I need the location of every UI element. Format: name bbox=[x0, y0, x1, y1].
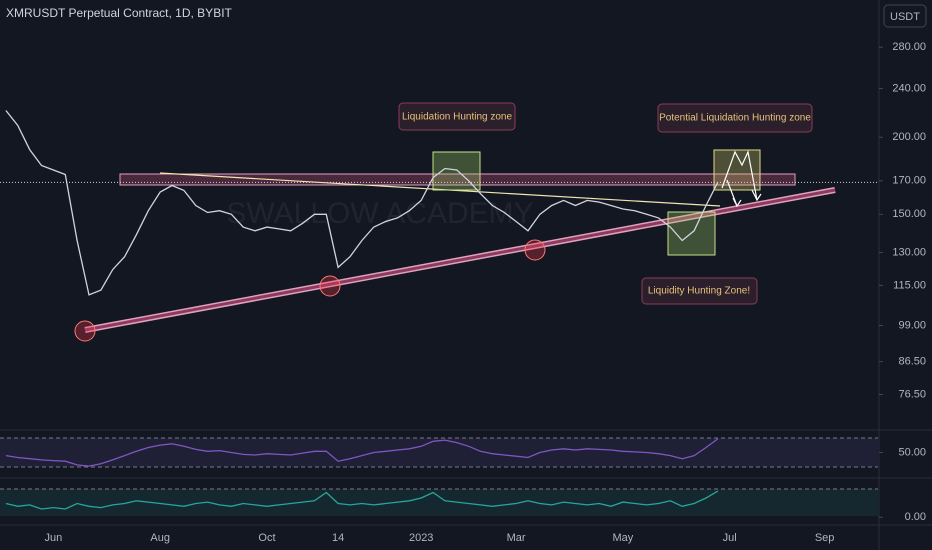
projection-arrows bbox=[726, 179, 762, 208]
y-tick-label: 50.00 bbox=[898, 446, 926, 458]
y-tick-label: 200.00 bbox=[892, 131, 926, 143]
watermark: SWALLOW ACADEMY bbox=[226, 197, 533, 230]
callout-text: Liquidity Hunting Zone! bbox=[648, 286, 750, 297]
y-tick-label: 115.00 bbox=[893, 279, 926, 291]
y-tick-label: 280.00 bbox=[892, 41, 926, 53]
y-tick-label: 170.00 bbox=[892, 175, 926, 187]
y-tick-label: 86.50 bbox=[898, 356, 926, 368]
currency-button[interactable] bbox=[883, 4, 927, 28]
series-line bbox=[5, 110, 719, 296]
series-line bbox=[5, 490, 719, 510]
touch-circle bbox=[524, 239, 546, 261]
callout bbox=[641, 277, 758, 305]
callout bbox=[398, 102, 516, 131]
zone-box bbox=[432, 151, 481, 191]
x-tick-label: Jun bbox=[45, 532, 63, 544]
chart-title: XMRUSDT Perpetual Contract, 1D, BYBIT bbox=[6, 6, 233, 20]
x-tick-label: Mar bbox=[507, 532, 526, 544]
y-tick-label: 240.00 bbox=[892, 82, 926, 94]
trendline-core bbox=[84, 188, 836, 332]
x-tick-label: May bbox=[613, 532, 634, 544]
currency-label[interactable]: USDT bbox=[890, 11, 920, 23]
y-tick-label: 76.50 bbox=[898, 388, 926, 400]
callout bbox=[657, 103, 813, 133]
projection-path bbox=[721, 150, 758, 201]
touch-circle bbox=[74, 320, 96, 342]
y-tick-label: 99.00 bbox=[898, 319, 926, 331]
series-line bbox=[5, 438, 719, 467]
y-tick-label: 0.00 bbox=[905, 511, 926, 523]
x-tick-label: Jul bbox=[723, 532, 737, 544]
x-tick-label: Aug bbox=[150, 532, 170, 544]
x-tick-label: Oct bbox=[258, 532, 275, 544]
callout-text: Liquidation Hunting zone bbox=[402, 112, 513, 123]
x-tick-label: 14 bbox=[332, 532, 344, 544]
callout-text: Potential Liquidation Hunting zone bbox=[659, 113, 811, 124]
y-tick-label: 130.00 bbox=[892, 246, 926, 258]
touch-circle bbox=[319, 275, 341, 297]
zone-box bbox=[713, 149, 761, 191]
y-tick-label: 150.00 bbox=[892, 208, 926, 220]
x-tick-label: Sep bbox=[815, 532, 835, 544]
x-tick-label: 2023 bbox=[409, 532, 433, 544]
resistance-zone bbox=[119, 173, 796, 186]
rsi-band bbox=[0, 438, 878, 467]
